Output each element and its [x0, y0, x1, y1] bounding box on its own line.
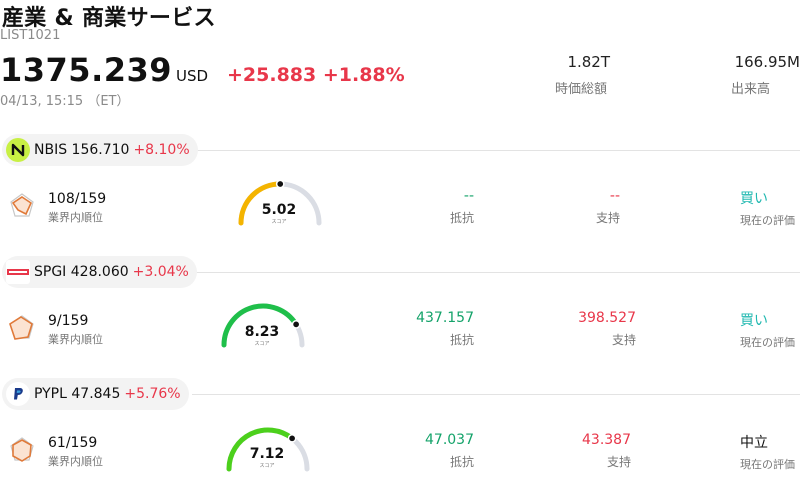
stock-change: +3.04% [132, 264, 189, 280]
volume-label: 出来高 [731, 82, 771, 97]
gauge-fill [226, 427, 295, 472]
divider [192, 394, 800, 395]
support-value: -- [609, 188, 620, 204]
support-label: 支持 [606, 455, 631, 469]
resistance-label: 抵抗 [449, 211, 474, 225]
score-label: スコア [271, 219, 286, 225]
stock-ticker: SPGI 428.060 [34, 264, 129, 280]
evaluation-label: 現在の評価 [740, 458, 795, 471]
score-gauge: 5.02 スコア [238, 179, 322, 226]
score-value: 7.12 [250, 446, 285, 462]
volume-value: 166.95M [734, 53, 800, 71]
gauge-fill [238, 181, 283, 226]
support-value: 398.527 [578, 310, 636, 326]
stock-pill-nbis[interactable]: NBIS 156.710 +8.10% [2, 134, 198, 166]
rank-radar-icon [10, 193, 34, 217]
gauge-marker [287, 433, 297, 443]
resistance-value: 47.037 [425, 432, 474, 448]
evaluation-label: 現在の評価 [740, 336, 795, 349]
market-cap-label: 時価総額 [555, 82, 608, 97]
stock-change: +8.10% [133, 142, 190, 158]
spgi-logo-icon [6, 260, 30, 284]
currency-label: USD [176, 67, 209, 85]
rank-value: 9/159 [48, 313, 89, 329]
gauge-marker [291, 320, 301, 329]
score-gauge: 7.12 スコア [226, 427, 310, 472]
support-label: 支持 [595, 211, 620, 225]
stock-pill-spgi[interactable]: SPGI 428.060 +3.04% [2, 256, 197, 288]
resistance-value: -- [463, 188, 474, 204]
gauge-fill [221, 303, 299, 348]
rank-value: 108/159 [48, 191, 107, 207]
stock-pill-pypl[interactable]: PYPL 47.845 +5.76% [2, 378, 189, 410]
score-gauge: 8.23 スコア [221, 303, 305, 348]
list-code: LIST1021 [0, 28, 61, 43]
score-label: スコア [259, 463, 274, 469]
evaluation-value: 買い [740, 313, 768, 329]
gauge-marker [275, 179, 285, 189]
evaluation-value: 買い [740, 191, 768, 207]
resistance-label: 抵抗 [449, 455, 474, 469]
market-cap-value: 1.82T [567, 53, 610, 71]
evaluation-value: 中立 [740, 435, 768, 451]
rank-radar-icon [10, 437, 34, 462]
support-label: 支持 [611, 333, 636, 347]
resistance-value: 437.157 [416, 310, 474, 326]
divider [195, 150, 800, 151]
index-price: 1375.239 [0, 51, 173, 89]
paypal-logo-icon [6, 382, 30, 406]
stock-change: +5.76% [124, 386, 181, 402]
score-value: 5.02 [262, 202, 297, 218]
divider [195, 272, 800, 273]
stock-ticker: NBIS 156.710 [34, 142, 130, 158]
score-value: 8.23 [245, 324, 280, 340]
stock-ticker: PYPL 47.845 [34, 386, 121, 402]
score-label: スコア [254, 341, 269, 347]
page-title: 産業 & 商業サービス [2, 6, 216, 31]
evaluation-label: 現在の評価 [740, 214, 795, 227]
rank-radar-icon [9, 315, 34, 340]
rank-label: 業界内順位 [48, 211, 103, 224]
resistance-label: 抵抗 [449, 333, 474, 347]
rank-label: 業界内順位 [48, 455, 103, 468]
support-value: 43.387 [582, 432, 631, 448]
rank-label: 業界内順位 [48, 333, 103, 346]
quote-time: 04/13, 15:15 （ET） [0, 94, 130, 109]
price-change: +25.883 +1.88% [227, 64, 405, 86]
rank-value: 61/159 [48, 435, 98, 451]
nbis-logo-icon [6, 138, 30, 162]
